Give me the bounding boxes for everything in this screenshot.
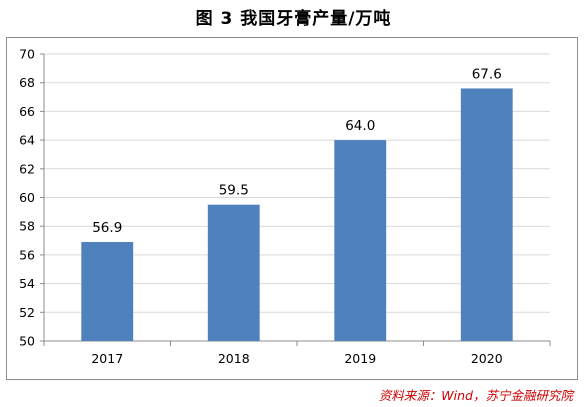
bar — [207, 204, 260, 341]
y-tick-label: 50 — [19, 334, 35, 349]
y-tick-label: 60 — [19, 190, 35, 205]
data-label: 64.0 — [345, 118, 375, 134]
bar — [334, 140, 387, 341]
x-tick-label: 2017 — [91, 351, 123, 366]
y-tick-label: 52 — [19, 305, 35, 320]
source-note: 资料来源：Wind，苏宁金融研究院 — [378, 388, 573, 403]
y-tick-label: 56 — [19, 247, 35, 262]
y-tick-label: 66 — [19, 104, 35, 119]
x-tick-label: 2020 — [471, 351, 503, 366]
y-tick-label: 58 — [19, 219, 35, 234]
y-tick-label: 62 — [19, 161, 35, 176]
x-tick-label: 2019 — [344, 351, 376, 366]
data-label: 59.5 — [219, 183, 249, 199]
chart-title: 图 3 我国牙膏产量/万吨 — [195, 9, 392, 29]
bar — [81, 241, 134, 341]
x-tick-label: 2018 — [218, 351, 250, 366]
chart-frame — [6, 37, 578, 380]
y-tick-label: 54 — [19, 276, 35, 291]
data-label: 56.9 — [92, 220, 122, 236]
bar — [460, 88, 513, 341]
y-tick-label: 70 — [19, 47, 35, 62]
y-tick-label: 68 — [19, 75, 35, 90]
data-label: 67.6 — [472, 66, 502, 82]
y-tick-label: 64 — [19, 133, 35, 148]
